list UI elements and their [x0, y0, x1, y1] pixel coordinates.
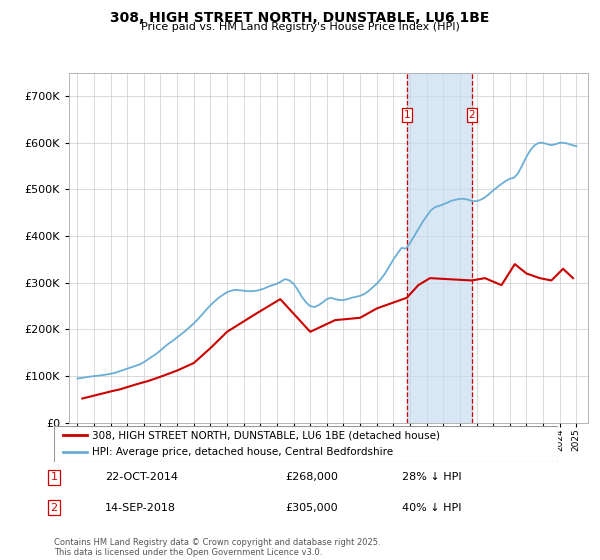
- Bar: [407, 73, 472, 423]
- Text: 40% ↓ HPI: 40% ↓ HPI: [402, 503, 461, 513]
- Text: Price paid vs. HM Land Registry's House Price Index (HPI): Price paid vs. HM Land Registry's House …: [140, 22, 460, 32]
- Text: 2: 2: [469, 110, 475, 120]
- Text: £268,000: £268,000: [285, 472, 338, 482]
- Text: £305,000: £305,000: [285, 503, 338, 513]
- Text: 1: 1: [50, 472, 58, 482]
- Text: 308, HIGH STREET NORTH, DUNSTABLE, LU6 1BE (detached house): 308, HIGH STREET NORTH, DUNSTABLE, LU6 1…: [92, 431, 440, 440]
- FancyBboxPatch shape: [54, 426, 558, 462]
- Text: 308, HIGH STREET NORTH, DUNSTABLE, LU6 1BE: 308, HIGH STREET NORTH, DUNSTABLE, LU6 1…: [110, 11, 490, 25]
- Text: 22-OCT-2014: 22-OCT-2014: [105, 472, 178, 482]
- Text: HPI: Average price, detached house, Central Bedfordshire: HPI: Average price, detached house, Cent…: [92, 447, 393, 457]
- Text: 28% ↓ HPI: 28% ↓ HPI: [402, 472, 461, 482]
- Text: 2: 2: [50, 503, 58, 513]
- Text: 14-SEP-2018: 14-SEP-2018: [105, 503, 176, 513]
- Text: 1: 1: [404, 110, 410, 120]
- Text: Contains HM Land Registry data © Crown copyright and database right 2025.
This d: Contains HM Land Registry data © Crown c…: [54, 538, 380, 557]
